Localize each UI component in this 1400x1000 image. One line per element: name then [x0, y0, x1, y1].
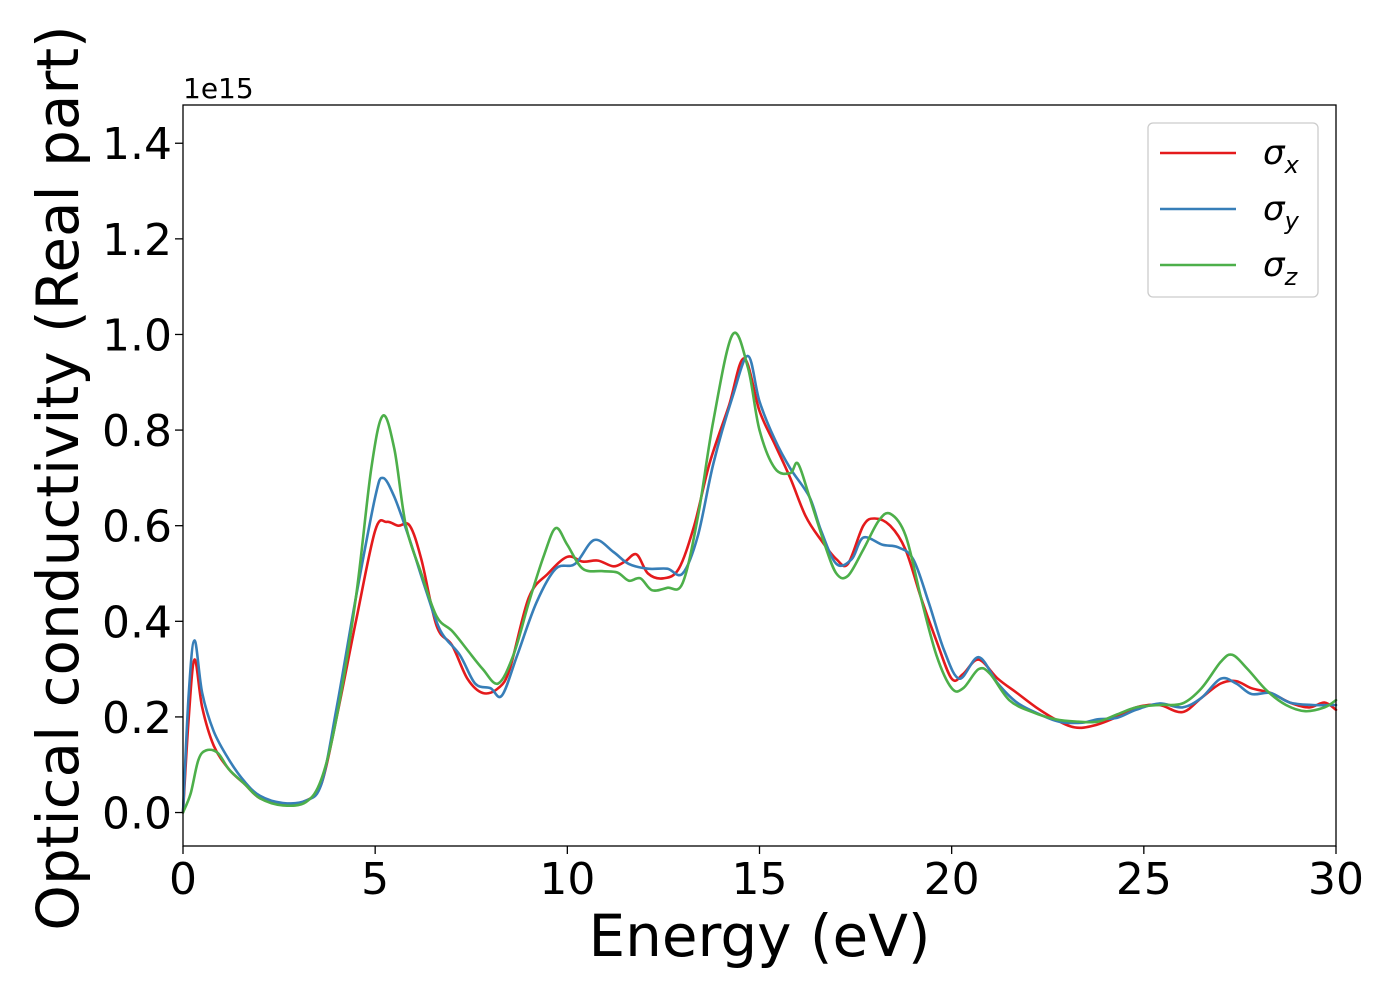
y-axis: 0.0 0.2 0.4 0.6 0.8 1.0 1.2 1.4 [102, 119, 183, 840]
series-lines [181, 331, 1338, 814]
y-axis-title: Optical conductivity (Real part) [24, 25, 92, 930]
series-line-y [181, 354, 1338, 814]
series-line-z [181, 331, 1338, 814]
y-tick-label: 1.0 [102, 310, 172, 361]
y-tick-label: 0.6 [102, 502, 172, 553]
x-tick-label: 10 [539, 854, 595, 905]
y-tick-label: 1.2 [102, 215, 172, 266]
x-tick-label: 0 [169, 854, 197, 905]
legend-label-y: σy [1263, 189, 1300, 235]
x-tick-label: 5 [361, 854, 389, 905]
x-tick-label: 15 [732, 854, 788, 905]
x-axis-title: Energy (eV) [588, 902, 930, 970]
x-tick-label: 25 [1116, 854, 1172, 905]
x-tick-label: 20 [924, 854, 980, 905]
x-axis: 0 5 10 15 20 25 30 [169, 846, 1364, 905]
x-tick-label: 30 [1308, 854, 1364, 905]
y-tick-label: 0.2 [102, 693, 172, 744]
y-tick-label: 0.0 [102, 789, 172, 840]
plot-area [183, 105, 1336, 846]
y-tick-label: 0.8 [102, 406, 172, 457]
y-tick-label: 0.4 [102, 597, 172, 648]
y-tick-label: 1.4 [102, 119, 172, 170]
y-offset-label: 1e15 [183, 72, 254, 105]
